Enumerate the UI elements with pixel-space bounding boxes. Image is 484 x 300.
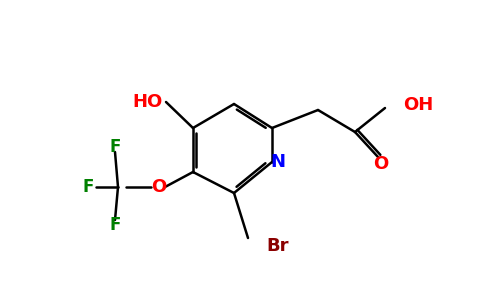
- Text: F: F: [82, 178, 94, 196]
- Text: O: O: [373, 155, 389, 173]
- Text: F: F: [109, 138, 121, 156]
- Text: Br: Br: [266, 237, 288, 255]
- Text: F: F: [109, 216, 121, 234]
- Text: N: N: [271, 153, 286, 171]
- Text: O: O: [151, 178, 166, 196]
- Text: HO: HO: [133, 93, 163, 111]
- Text: OH: OH: [403, 96, 433, 114]
